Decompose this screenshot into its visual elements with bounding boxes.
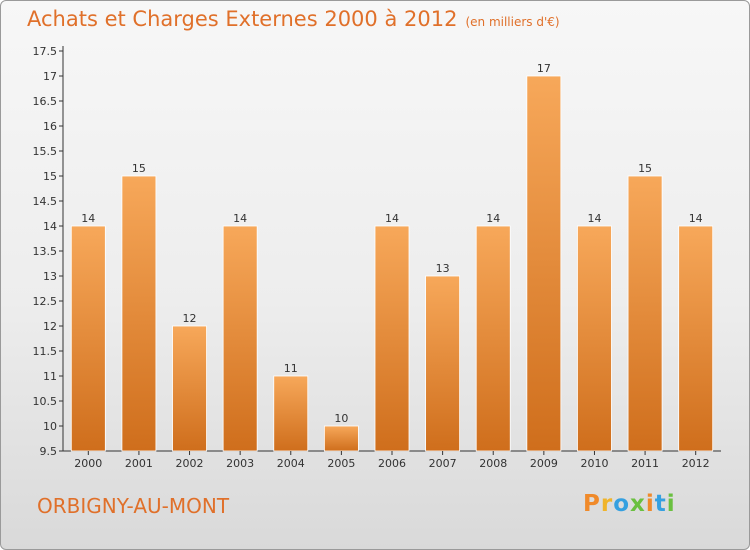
data-label-2007: 13 (436, 262, 450, 275)
bar-2010 (577, 225, 612, 452)
data-label-2004: 11 (284, 362, 298, 375)
x-tick-label-2009: 2009 (530, 457, 558, 470)
x-tick-label-2012: 2012 (682, 457, 710, 470)
bar-2002 (172, 325, 207, 452)
x-tick-label-2000: 2000 (74, 457, 102, 470)
y-tick-label: 9.5 (40, 445, 58, 458)
y-tick-label: 10.5 (33, 395, 58, 408)
y-tick-label: 17.5 (33, 45, 58, 58)
bar-2011 (627, 175, 663, 452)
y-tick-label: 13 (43, 270, 57, 283)
x-tick-label-2003: 2003 (226, 457, 254, 470)
data-label-2012: 14 (689, 212, 703, 225)
y-tick-label: 10 (43, 420, 57, 433)
bar-2001 (121, 175, 157, 452)
y-tick-label: 14 (43, 220, 57, 233)
chart-title: Achats et Charges Externes 2000 à 2012 (e… (27, 7, 560, 31)
commune-name: ORBIGNY-AU-MONT (37, 494, 230, 518)
x-tick-label-2010: 2010 (580, 457, 608, 470)
logo-letter-i2: i (666, 491, 676, 517)
y-tick-label: 11 (43, 370, 57, 383)
data-label-2009: 17 (537, 62, 551, 75)
data-label-2002: 12 (183, 312, 197, 325)
bar-2003 (222, 225, 258, 452)
data-label-2001: 15 (132, 162, 146, 175)
y-tick-label: 12.5 (33, 295, 58, 308)
y-tick-label: 12 (43, 320, 57, 333)
chart-subtitle: (en milliers d'€) (465, 15, 560, 29)
logo-letter-o: o (613, 491, 631, 517)
data-label-2011: 15 (638, 162, 652, 175)
bar-2009 (526, 75, 562, 452)
data-label-2005: 10 (334, 412, 348, 425)
x-tick-label-2002: 2002 (176, 457, 204, 470)
title-text: Achats et Charges Externes 2000 à 2012 (27, 7, 458, 31)
y-tick-label: 11.5 (33, 345, 58, 358)
y-tick-label: 14.5 (33, 195, 58, 208)
data-label-2000: 14 (81, 212, 95, 225)
bar-2006 (374, 225, 410, 452)
data-label-2010: 14 (587, 212, 601, 225)
x-tick-label-2007: 2007 (429, 457, 457, 470)
data-label-2006: 14 (385, 212, 399, 225)
data-label-2008: 14 (486, 212, 500, 225)
logo-letter-t: t (654, 491, 667, 517)
x-tick-label-2001: 2001 (125, 457, 153, 470)
logo-letter-p: P (583, 491, 601, 517)
y-tick-label: 15 (43, 170, 57, 183)
data-label-2003: 14 (233, 212, 247, 225)
logo-letter-i: i (645, 491, 655, 517)
bar-2004 (273, 375, 309, 452)
logo-letter-x: x (630, 491, 646, 517)
x-tick-label-2011: 2011 (631, 457, 659, 470)
proxiti-logo: Proxiti (583, 491, 676, 517)
y-tick-label: 15.5 (33, 145, 58, 158)
y-tick-label: 13.5 (33, 245, 58, 258)
bar-2005 (323, 425, 359, 452)
x-tick-label-2004: 2004 (277, 457, 305, 470)
y-tick-label: 17 (43, 70, 57, 83)
bar-2000 (70, 225, 106, 452)
x-tick-label-2006: 2006 (378, 457, 406, 470)
x-tick-label-2005: 2005 (327, 457, 355, 470)
bar-2007 (425, 275, 461, 452)
bar-2008 (475, 225, 511, 452)
logo-letter-r: r (600, 491, 614, 517)
y-tick-label: 16 (43, 120, 57, 133)
y-tick-label: 16.5 (33, 95, 58, 108)
bar-2012 (678, 225, 714, 452)
x-tick-label-2008: 2008 (479, 457, 507, 470)
